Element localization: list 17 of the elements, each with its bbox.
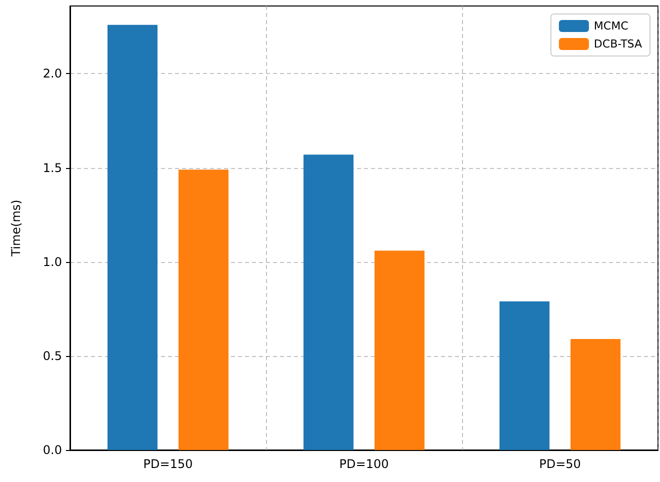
bar	[374, 250, 424, 450]
y-axis-title: Time(ms)	[9, 200, 23, 258]
x-tick-label: PD=150	[143, 457, 193, 471]
y-tick-label: 1.0	[42, 254, 62, 269]
bar	[108, 24, 158, 450]
y-tick-label: 1.5	[42, 160, 62, 175]
y-tick-label: 0.0	[42, 443, 62, 457]
bar	[500, 301, 550, 450]
bar	[570, 339, 620, 450]
bar	[304, 154, 354, 450]
y-tick-label: 0.5	[42, 348, 62, 363]
legend-label: MCMC	[594, 20, 629, 32]
legend-label: DCB-TSA	[594, 38, 642, 50]
x-tick-label: PD=100	[339, 457, 389, 471]
y-tick-label: 2.0	[42, 66, 62, 81]
x-tick-label: PD=50	[539, 457, 581, 471]
bar	[178, 170, 228, 450]
